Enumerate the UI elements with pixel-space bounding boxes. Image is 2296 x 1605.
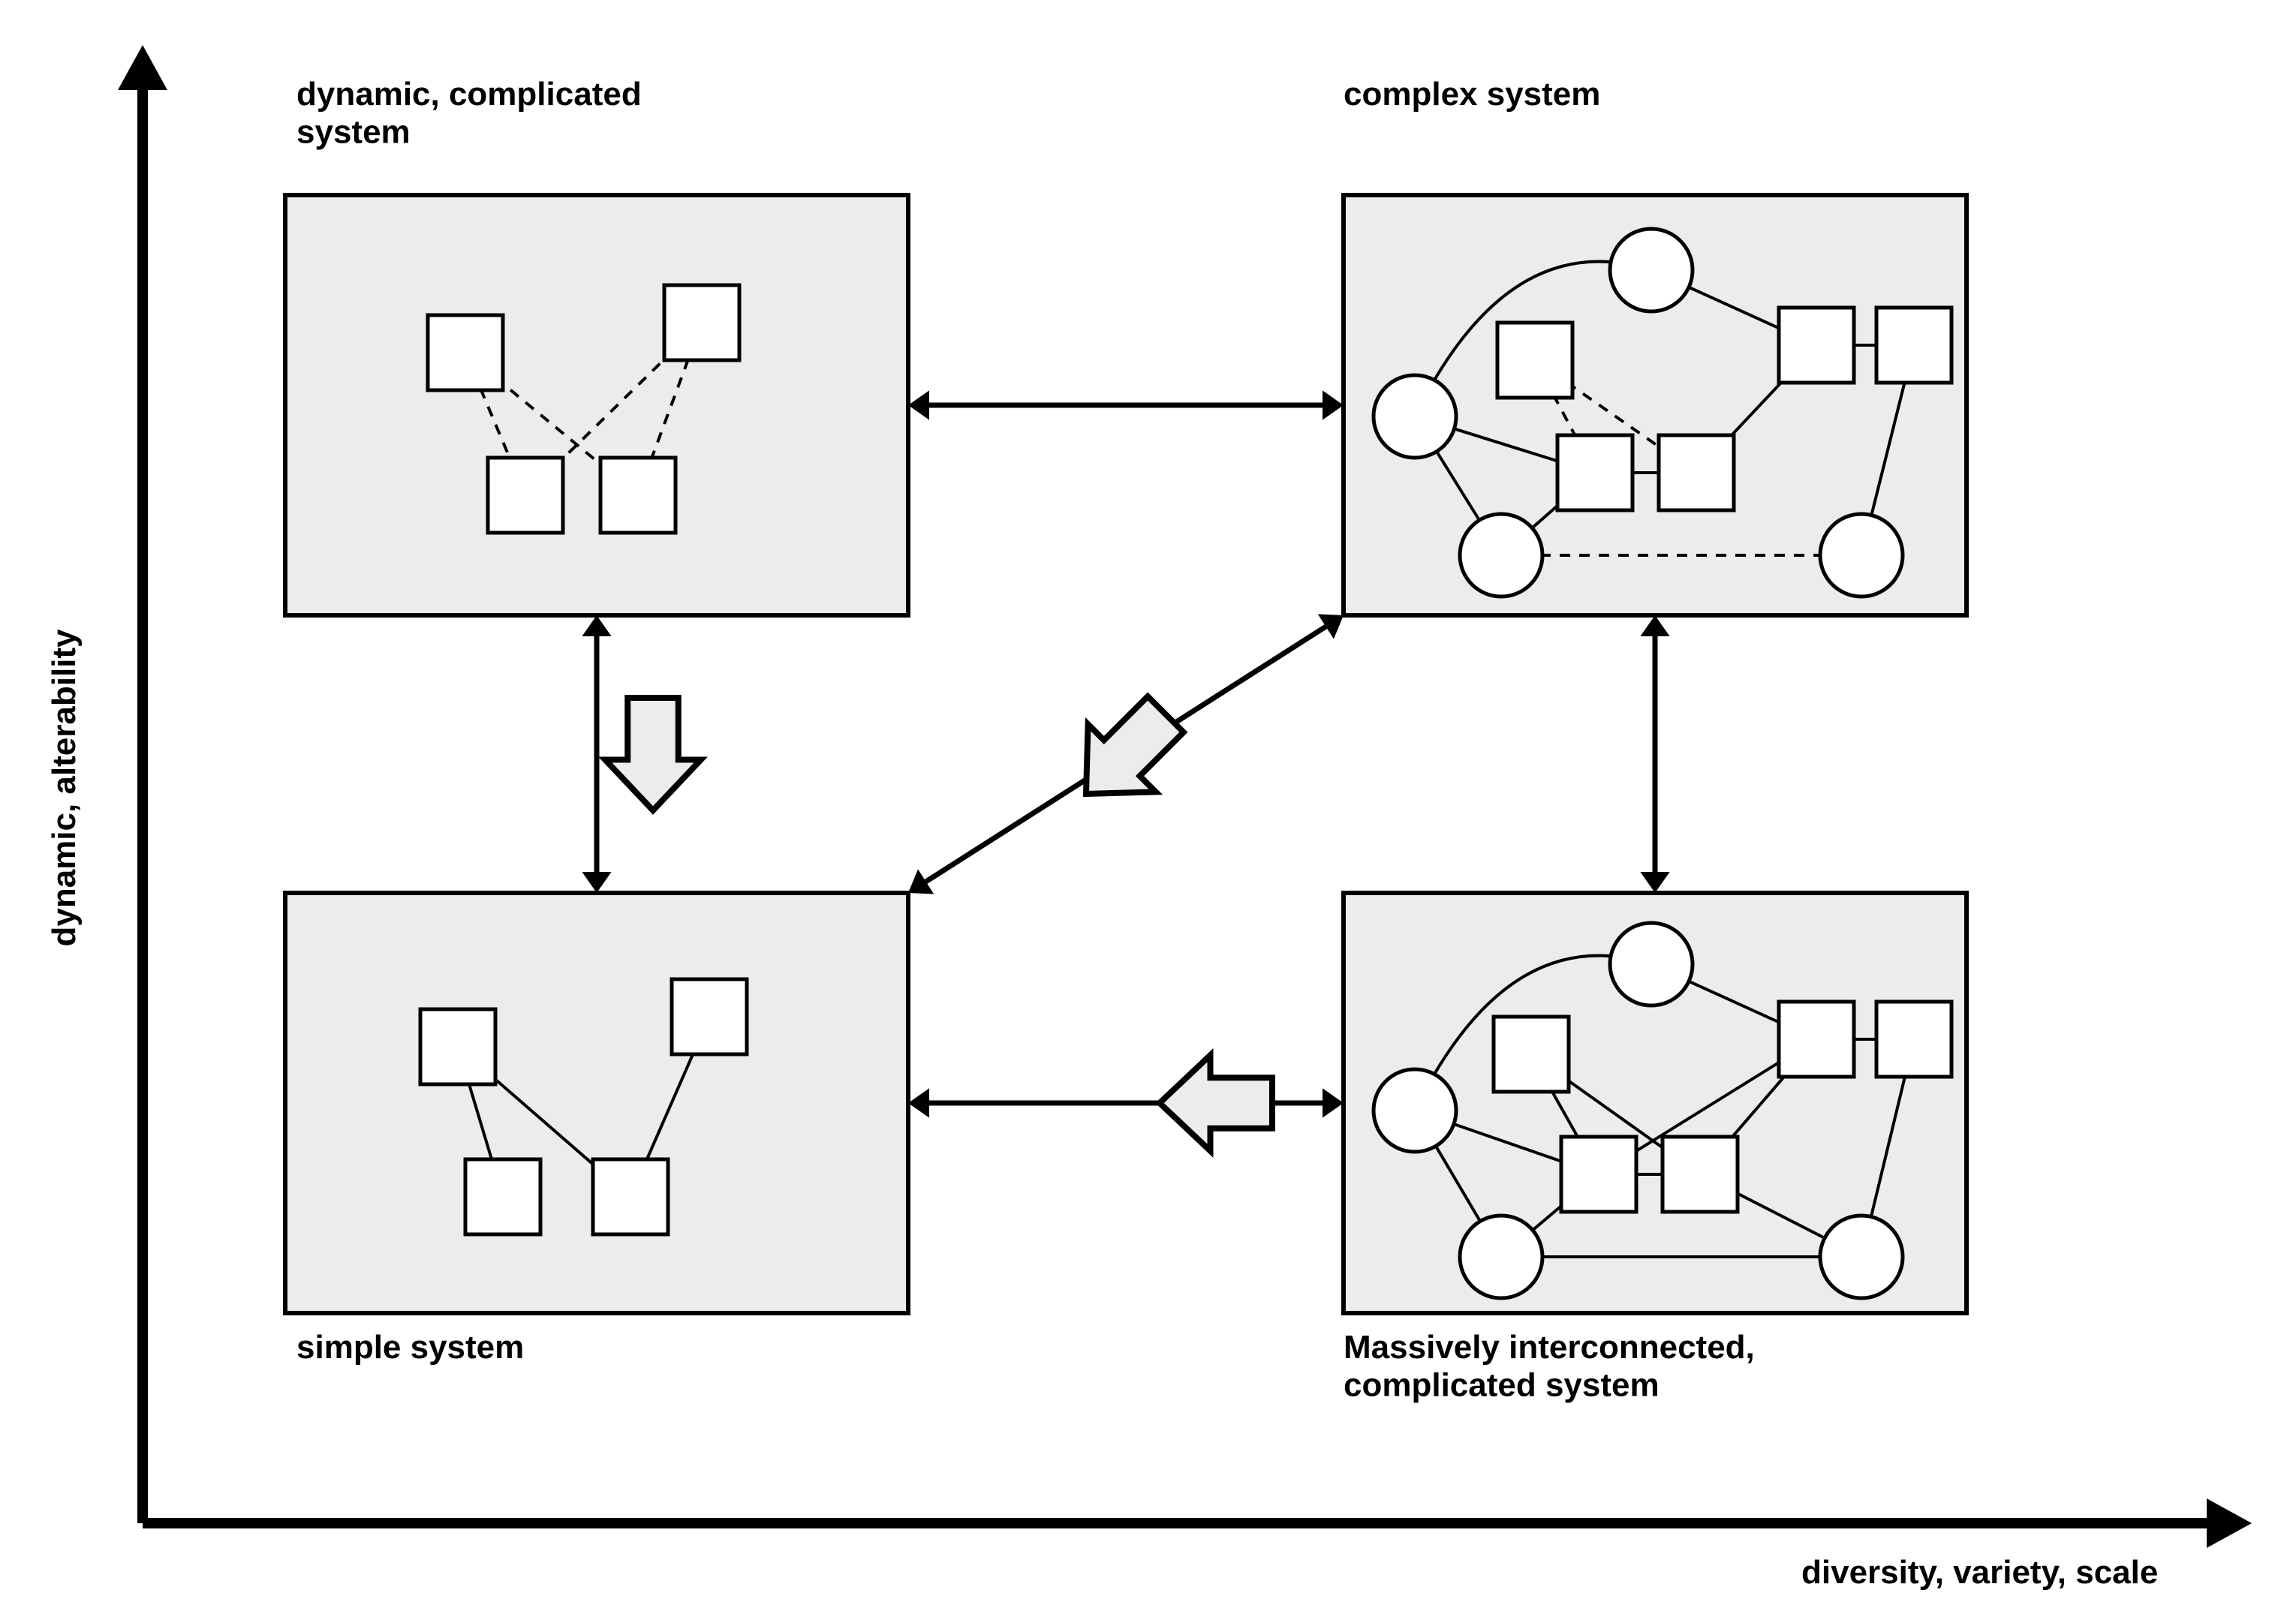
x-axis-label: diversity, variety, scale bbox=[1801, 1554, 2158, 1591]
panel-label: complex system bbox=[1344, 76, 1600, 113]
block-arrow bbox=[1052, 681, 1199, 828]
node-square bbox=[1663, 1137, 1738, 1212]
node-square bbox=[1497, 323, 1572, 398]
panel bbox=[285, 893, 908, 1313]
block-arrow bbox=[1160, 1055, 1272, 1151]
node-square bbox=[593, 1159, 668, 1234]
node-square bbox=[1876, 1002, 1951, 1077]
node-circle bbox=[1610, 229, 1693, 311]
node-circle bbox=[1820, 1216, 1903, 1298]
node-square bbox=[465, 1159, 540, 1234]
node-square bbox=[1876, 308, 1951, 383]
node-square bbox=[600, 458, 676, 533]
node-square bbox=[1557, 435, 1632, 510]
node-square bbox=[672, 979, 747, 1054]
node-circle bbox=[1374, 375, 1456, 458]
node-circle bbox=[1820, 514, 1903, 597]
node-circle bbox=[1460, 514, 1542, 597]
panel-label: dynamic, complicatedsystem bbox=[296, 76, 642, 151]
node-square bbox=[1659, 435, 1734, 510]
panel-label: simple system bbox=[296, 1329, 524, 1366]
node-square bbox=[1561, 1137, 1636, 1212]
panel-label: Massively interconnected,complicated sys… bbox=[1344, 1329, 1755, 1404]
node-circle bbox=[1610, 923, 1693, 1005]
node-square bbox=[428, 315, 503, 390]
block-arrow bbox=[605, 698, 701, 810]
node-square bbox=[420, 1009, 495, 1084]
y-axis-label: dynamic, alterability bbox=[46, 629, 83, 947]
panel bbox=[285, 195, 908, 615]
node-square bbox=[1779, 1002, 1854, 1077]
node-square bbox=[488, 458, 563, 533]
node-square bbox=[1494, 1017, 1569, 1092]
node-circle bbox=[1374, 1069, 1456, 1152]
node-square bbox=[664, 285, 739, 360]
node-square bbox=[1779, 308, 1854, 383]
node-circle bbox=[1460, 1216, 1542, 1298]
